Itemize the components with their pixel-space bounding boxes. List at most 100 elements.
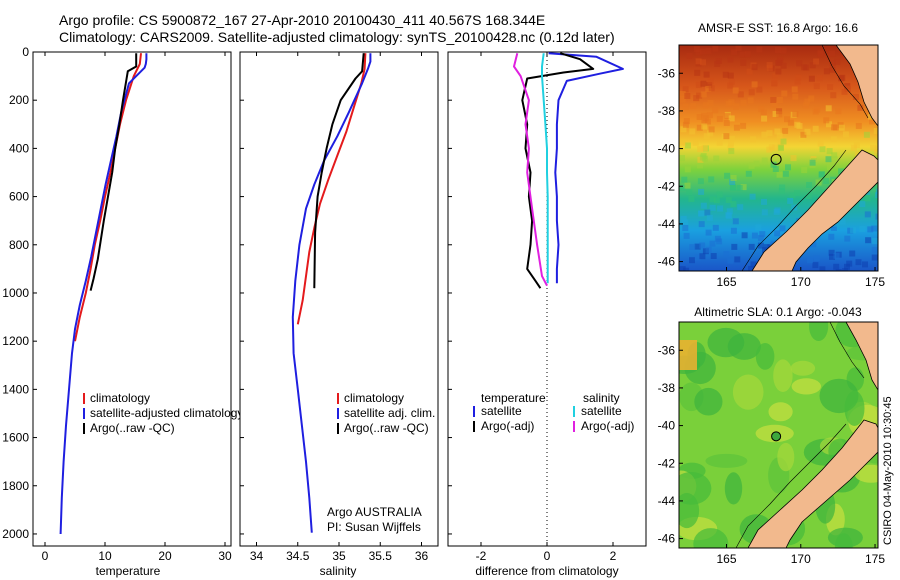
temperature-legend: climatology satellite-adjusted climatolo… (83, 391, 243, 435)
sla-blob (705, 453, 748, 468)
sst-pixel (780, 138, 787, 145)
sst-pixel (740, 122, 747, 129)
y-tick-label: 1000 (2, 286, 29, 300)
map-y-tick-label: -38 (658, 104, 676, 118)
sst-pixel (817, 140, 824, 147)
sla-depth-contour (735, 322, 865, 548)
sst-pixel (808, 75, 815, 82)
sla-blob (834, 533, 853, 548)
sst-pixel (698, 188, 705, 195)
sst-pixel (761, 209, 768, 216)
x-tick-label: 36 (415, 549, 429, 563)
sst-pixel (859, 226, 866, 232)
sst-pixel (812, 262, 819, 269)
sst-pixel (757, 242, 764, 249)
sst-pixel (722, 71, 729, 78)
sst-pixel (814, 106, 821, 113)
sst-pixel (717, 205, 724, 212)
sst-pixel (731, 49, 738, 56)
sst-pixel (823, 117, 830, 124)
sla-map-ticks: 165 170 175 -36 -38 -40 -42 -44 -46 (658, 343, 886, 566)
sst-pixel (826, 121, 832, 128)
sla-blob (777, 442, 795, 472)
sst-pixel (825, 105, 832, 112)
map-y-tick-label: -42 (658, 456, 676, 470)
sst-pixel (750, 261, 757, 268)
sst-pixel (877, 48, 878, 55)
sst-pixel (751, 64, 758, 71)
sst-pixel (683, 267, 690, 271)
y-tick-label: 0 (22, 45, 29, 59)
sst-pixel (679, 185, 686, 191)
sst-pixel (690, 103, 697, 109)
figure-title-line2: Climatology: CARS2009. Satellite-adjuste… (59, 29, 615, 45)
sst-pixel (785, 164, 791, 171)
sst-pixel (730, 185, 737, 191)
x-tick-label: 0 (544, 549, 551, 563)
sst-pixel (716, 191, 723, 198)
sst-pixel (829, 50, 836, 57)
sla-blob (694, 387, 723, 416)
sst-pixel (871, 238, 878, 245)
sst-pixel (830, 92, 837, 99)
sst-pixel (865, 237, 872, 244)
sst-pixel (782, 170, 789, 177)
sst-pixel (733, 103, 739, 110)
sst-pixel (730, 175, 737, 181)
sst-pixel (818, 171, 825, 178)
map-y-tick-label: -38 (658, 381, 676, 395)
sst-pixel (726, 208, 733, 215)
sst-pixel (684, 166, 691, 173)
y-tick-label: 200 (9, 93, 29, 107)
map-y-tick-label: -44 (658, 494, 676, 508)
sst-pixel (702, 102, 709, 109)
sst-pixel (700, 91, 707, 98)
sst-pixel (723, 251, 730, 257)
sst-pixel (839, 74, 846, 81)
sst-pixel (808, 95, 815, 102)
sst-pixel (740, 184, 747, 191)
salinity-panel: 34 34.5 35 35.5 36 climatology satellite adj… (239, 51, 439, 578)
sst-pixel (706, 112, 713, 119)
sst-pixel (774, 128, 781, 135)
sst-pixel (728, 135, 735, 142)
sst-pixel (734, 256, 741, 263)
sst-pixel (862, 261, 868, 268)
sst-pixel (760, 109, 767, 116)
sst-pixel (735, 45, 742, 51)
sst-pixel (688, 195, 695, 202)
sst-pixel (699, 242, 706, 249)
map-y-tick-label: -40 (658, 419, 676, 433)
sla-map-panel: Altimetric SLA: 0.1 Argo: -0.043 165 170 1… (658, 305, 886, 566)
sst-pixel (823, 68, 830, 75)
sst-pixel (806, 182, 813, 188)
map-y-tick-label: -46 (658, 255, 676, 269)
sst-pixel (870, 144, 877, 151)
sst-pixel (813, 58, 820, 65)
sla-high-patch (679, 340, 697, 370)
sst-pixel (799, 135, 805, 142)
sst-pixel (761, 131, 768, 138)
sst-pixel (871, 254, 878, 261)
series-line-argo-adj- (513, 52, 548, 287)
sst-pixel (780, 47, 787, 54)
x-tick-label: 34 (250, 549, 264, 563)
sst-pixel (831, 124, 837, 131)
sst-pixel (683, 118, 690, 125)
series-line-argo-raw-qc- (89, 53, 138, 291)
sst-pixel (723, 133, 730, 140)
sst-pixel (696, 114, 703, 120)
sst-pixel (761, 157, 768, 164)
sst-pixel (727, 82, 734, 89)
sst-map-frame (678, 44, 879, 272)
sst-pixel (809, 62, 816, 69)
sst-pixel (813, 83, 820, 90)
sst-pixel (779, 225, 786, 232)
map-y-tick-label: -36 (658, 66, 676, 80)
sst-pixel (771, 101, 778, 108)
sst-pixel (794, 121, 801, 128)
sst-pixel (875, 192, 878, 199)
sst-pixel (876, 188, 878, 195)
y-tick-label: 600 (9, 190, 29, 204)
sst-pixel (747, 97, 754, 104)
